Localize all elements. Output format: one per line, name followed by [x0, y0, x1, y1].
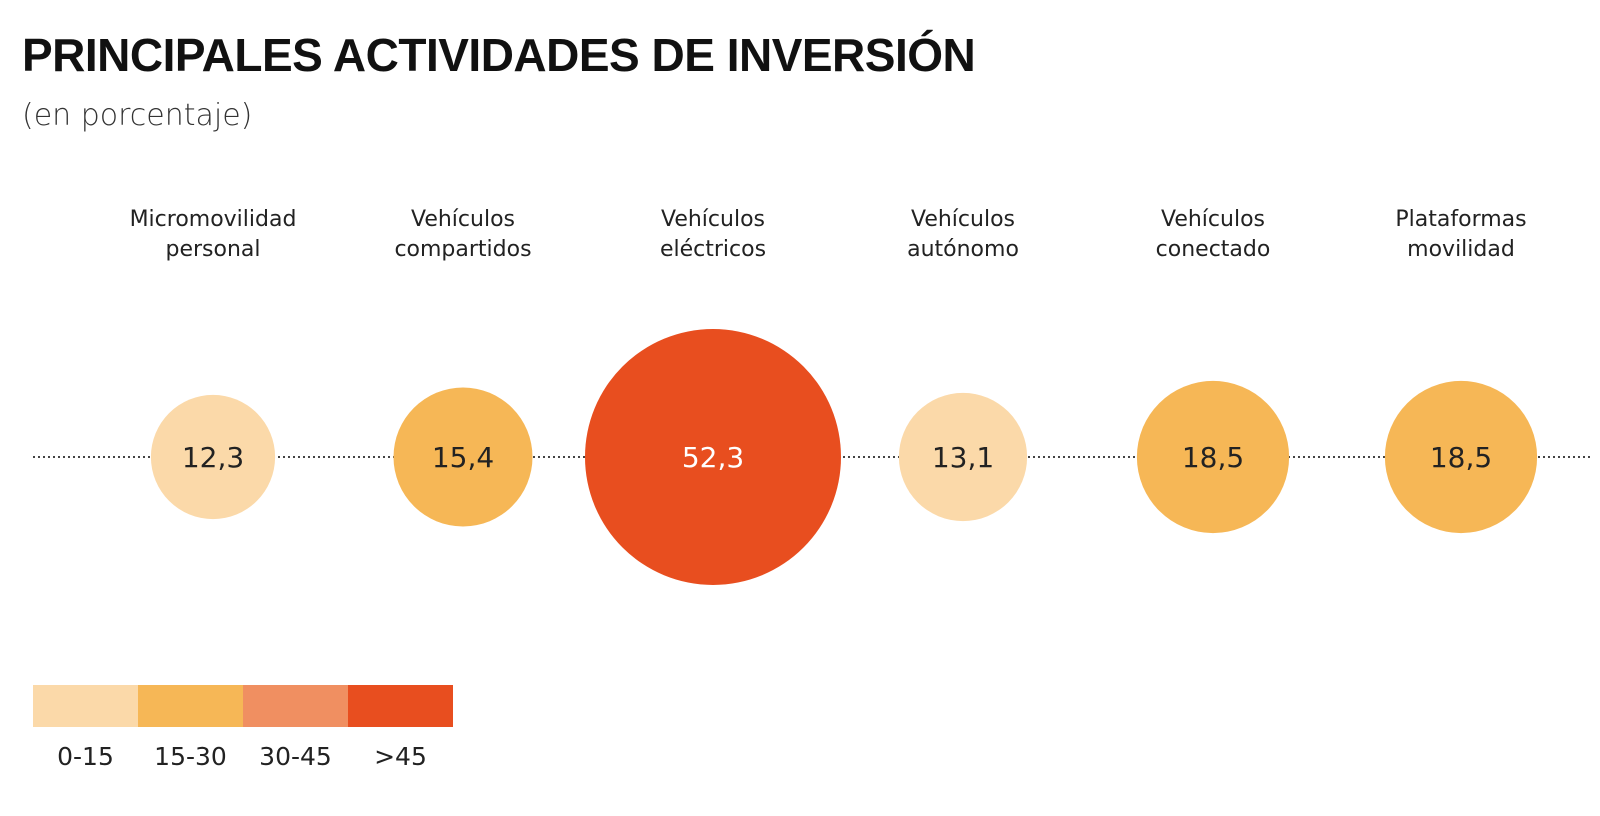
chart-subtitle: (en porcentaje) [22, 98, 253, 133]
value-label-1: 12,3 [182, 441, 244, 474]
value-pad-2 [425, 443, 501, 471]
value-pad-4 [925, 443, 1001, 471]
value-label-5: 18,5 [1182, 441, 1244, 474]
legend-swatch-1 [33, 685, 138, 727]
category-label-3-line-2: eléctricos [660, 237, 766, 262]
category-label-6-line-1: Plataformas [1395, 207, 1526, 232]
legend-swatch-3 [243, 685, 348, 727]
category-label-2-line-2: compartidos [394, 237, 531, 262]
category-label-2-line-1: Vehículos [411, 207, 515, 232]
value-pad-5 [1175, 443, 1251, 471]
value-pad-3 [675, 443, 751, 471]
category-label-5-line-1: Vehículos [1161, 207, 1265, 232]
category-label-1-line-1: Micromovilidad [130, 207, 297, 232]
value-label-2: 15,4 [432, 441, 494, 474]
category-label-4-line-2: autónomo [907, 237, 1019, 262]
legend-label-2: 15-30 [154, 742, 227, 771]
value-pad-1 [175, 443, 251, 471]
chart-title: PRINCIPALES ACTIVIDADES DE INVERSIÓN [22, 29, 976, 81]
category-label-1-line-2: personal [165, 237, 260, 262]
value-pad-6 [1423, 443, 1499, 471]
value-label-3: 52,3 [682, 441, 744, 474]
legend-label-3: 30-45 [259, 742, 332, 771]
legend-label-1: 0-15 [57, 742, 114, 771]
legend-label-4: >45 [374, 742, 427, 771]
category-label-5-line-2: conectado [1156, 237, 1271, 262]
legend-swatch-4 [348, 685, 453, 727]
category-label-4-line-1: Vehículos [911, 207, 1015, 232]
legend: 0-15 15-30 30-45 >45 [33, 685, 453, 771]
category-label-3-line-1: Vehículos [661, 207, 765, 232]
category-label-6-line-2: movilidad [1407, 237, 1515, 262]
value-label-6: 18,5 [1430, 441, 1492, 474]
value-label-4: 13,1 [932, 441, 994, 474]
legend-swatch-2 [138, 685, 243, 727]
bubbles-group: 12,3 Micromovilidad personal 15,4 Vehículos c… [130, 207, 1538, 585]
